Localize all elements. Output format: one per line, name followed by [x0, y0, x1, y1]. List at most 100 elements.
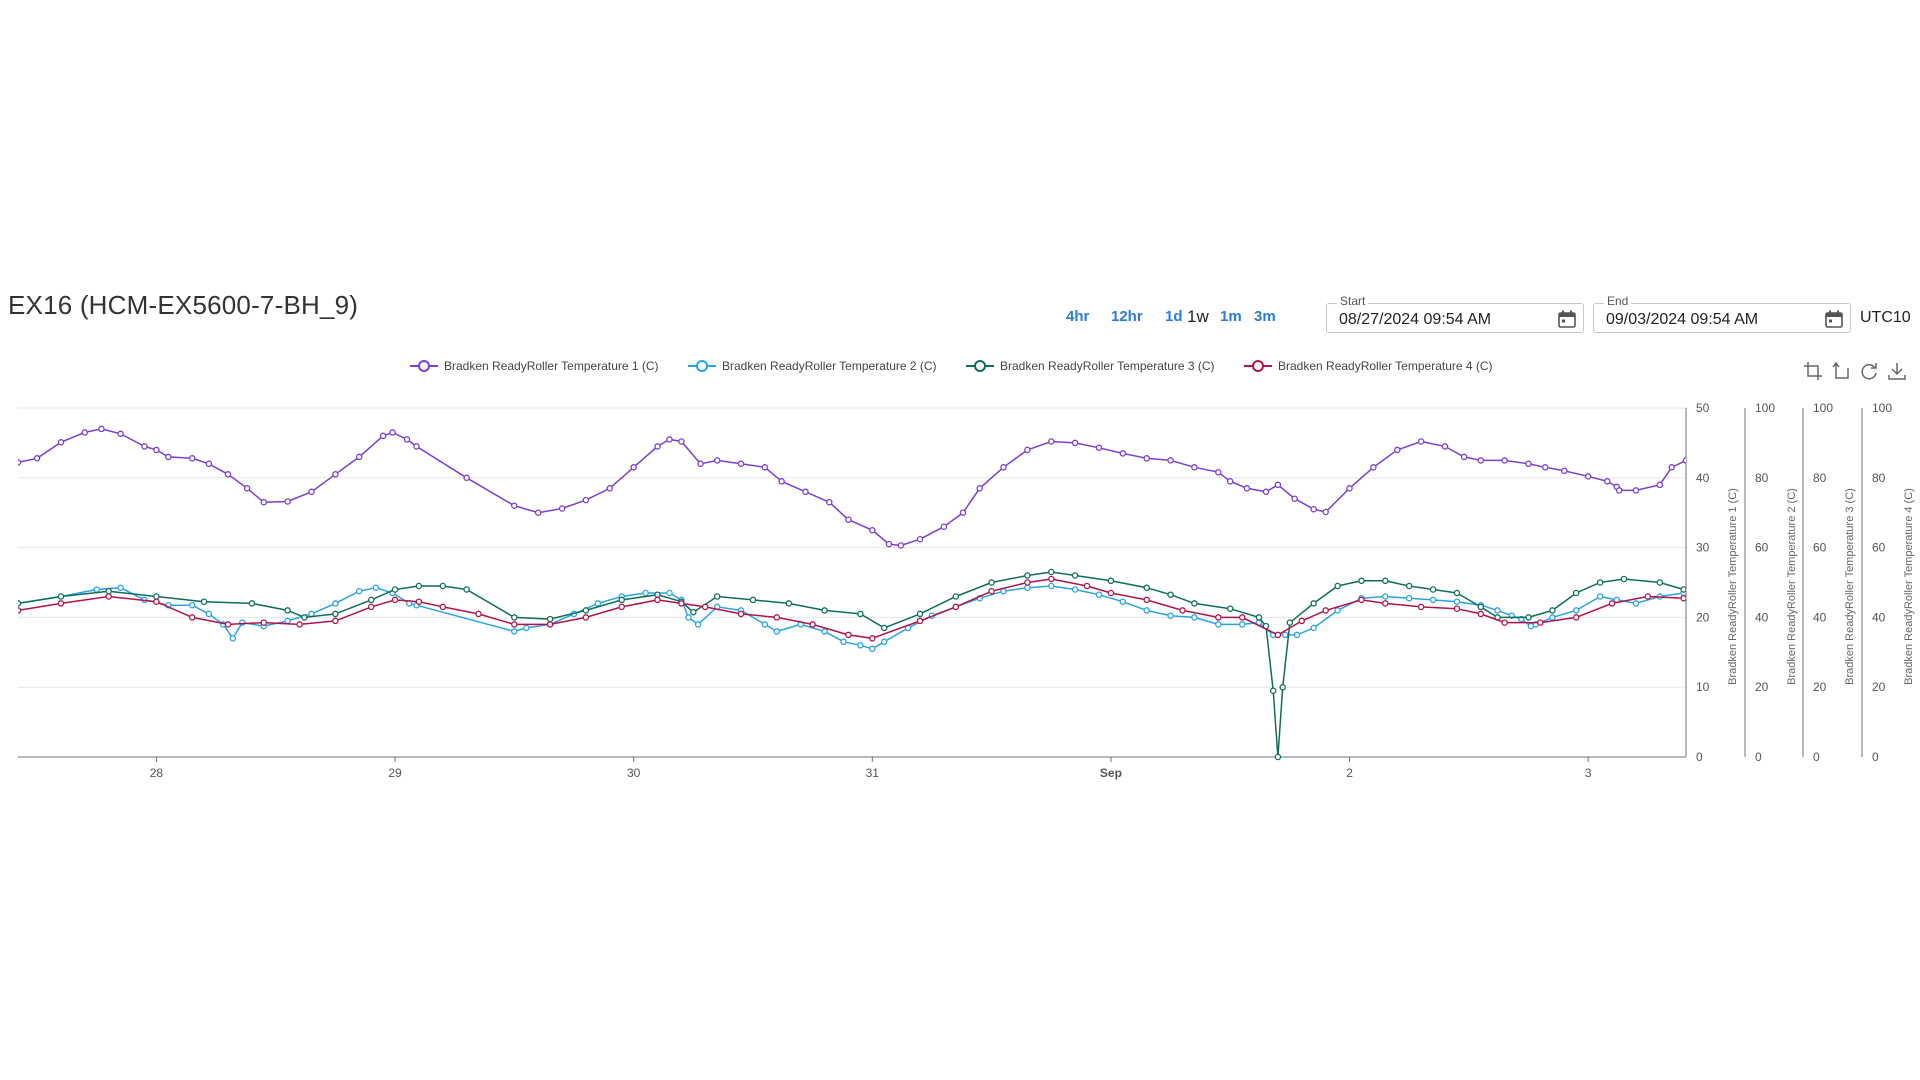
data-point[interactable] — [1274, 481, 1282, 489]
data-point[interactable] — [1824, 601, 1829, 606]
data-point[interactable] — [952, 593, 960, 600]
data-point[interactable] — [355, 453, 363, 461]
data-point[interactable] — [1071, 439, 1079, 447]
data-point[interactable] — [355, 587, 363, 595]
data-point[interactable] — [1215, 621, 1222, 628]
data-point[interactable] — [229, 635, 237, 642]
data-point[interactable] — [1417, 438, 1425, 445]
data-point[interactable] — [1477, 457, 1485, 464]
data-point[interactable] — [630, 464, 637, 471]
data-point[interactable] — [1896, 583, 1901, 588]
data-point[interactable] — [1477, 603, 1485, 611]
data-point[interactable] — [1541, 464, 1549, 471]
data-point[interactable] — [1279, 683, 1286, 691]
data-point[interactable] — [778, 478, 785, 485]
data-point[interactable] — [737, 610, 745, 618]
data-point[interactable] — [1656, 579, 1664, 586]
data-point[interactable] — [1382, 577, 1389, 585]
data-point[interactable] — [785, 600, 793, 607]
data-point[interactable] — [1525, 460, 1532, 468]
data-point[interactable] — [1405, 582, 1413, 590]
data-point[interactable] — [57, 593, 65, 600]
data-point[interactable] — [546, 615, 554, 623]
data-point[interactable] — [857, 610, 864, 618]
data-point[interactable] — [1095, 444, 1103, 452]
data-point[interactable] — [1777, 615, 1782, 620]
data-point[interactable] — [1604, 478, 1611, 485]
data-point[interactable] — [642, 589, 649, 597]
data-point[interactable] — [952, 603, 960, 611]
data-point[interactable] — [1584, 473, 1592, 480]
data-point[interactable] — [1143, 596, 1150, 604]
data-point[interactable] — [773, 614, 781, 621]
data-point[interactable] — [869, 526, 876, 534]
data-point[interactable] — [880, 638, 888, 646]
data-point[interactable] — [33, 455, 41, 462]
data-point[interactable] — [224, 621, 232, 628]
data-point[interactable] — [959, 509, 967, 516]
data-point[interactable] — [1632, 600, 1640, 607]
data-point[interactable] — [697, 460, 704, 468]
data-point[interactable] — [1274, 631, 1282, 639]
data-point[interactable] — [57, 438, 65, 446]
data-point[interactable] — [1274, 753, 1282, 761]
range-4hr-button[interactable]: 4hr — [1066, 308, 1090, 325]
data-point[interactable] — [761, 621, 769, 628]
data-point[interactable] — [1107, 577, 1115, 585]
data-point[interactable] — [761, 464, 769, 471]
data-point[interactable] — [1668, 464, 1675, 471]
data-point[interactable] — [1777, 590, 1782, 595]
data-point[interactable] — [117, 430, 124, 438]
data-point[interactable] — [379, 432, 387, 440]
data-point[interactable] — [1243, 485, 1251, 492]
data-point[interactable] — [1298, 617, 1306, 625]
data-point[interactable] — [284, 617, 291, 625]
data-point[interactable] — [694, 621, 702, 628]
data-point[interactable] — [546, 621, 554, 628]
zoom-select-icon[interactable] — [1803, 361, 1823, 381]
data-point[interactable] — [57, 600, 65, 607]
data-point[interactable] — [391, 596, 399, 604]
data-point[interactable] — [1494, 607, 1501, 614]
data-point[interactable] — [1334, 582, 1341, 590]
data-point[interactable] — [1453, 605, 1461, 612]
data-point[interactable] — [1191, 614, 1198, 621]
data-point[interactable] — [367, 596, 375, 604]
data-point[interactable] — [332, 471, 339, 478]
data-point[interactable] — [1753, 604, 1758, 609]
data-point[interactable] — [81, 429, 89, 436]
data-point[interactable] — [153, 593, 160, 600]
data-point[interactable] — [1191, 600, 1198, 607]
data-point[interactable] — [685, 614, 692, 621]
data-point[interactable] — [654, 443, 661, 450]
data-point[interactable] — [1334, 607, 1341, 614]
data-point[interactable] — [976, 485, 983, 492]
data-point[interactable] — [105, 587, 112, 595]
data-point[interactable] — [1291, 495, 1298, 502]
data-point[interactable] — [1071, 572, 1079, 579]
data-point[interactable] — [260, 619, 268, 626]
data-point[interactable] — [713, 457, 721, 464]
data-point[interactable] — [1705, 587, 1710, 592]
data-point[interactable] — [332, 610, 339, 618]
data-point[interactable] — [582, 496, 590, 504]
data-point[interactable] — [284, 607, 291, 614]
data-point[interactable] — [1394, 446, 1401, 454]
data-point[interactable] — [1095, 591, 1103, 598]
data-point[interactable] — [1024, 584, 1031, 591]
data-point[interactable] — [15, 459, 22, 466]
data-point[interactable] — [737, 460, 745, 468]
restore-icon[interactable] — [1859, 361, 1879, 381]
data-point[interactable] — [463, 474, 470, 482]
range-1m-button[interactable]: 1m — [1220, 308, 1242, 325]
data-point[interactable] — [1501, 619, 1508, 626]
data-point[interactable] — [1501, 457, 1508, 464]
data-point[interactable] — [1024, 572, 1031, 579]
data-point[interactable] — [296, 621, 303, 628]
data-point[interactable] — [988, 579, 995, 586]
data-point[interactable] — [1656, 481, 1664, 489]
data-point[interactable] — [1572, 589, 1580, 597]
data-point[interactable] — [1083, 582, 1091, 590]
data-point[interactable] — [701, 603, 709, 611]
data-point[interactable] — [1477, 610, 1485, 618]
